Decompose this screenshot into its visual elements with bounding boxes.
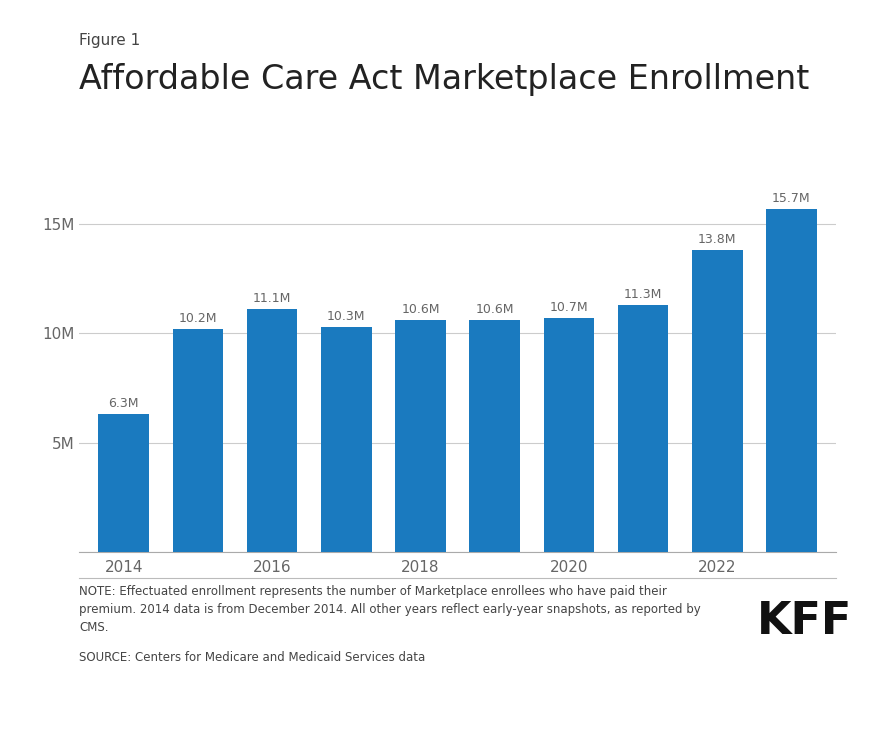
Text: 15.7M: 15.7M	[772, 191, 810, 205]
Bar	[172, 329, 224, 552]
Text: 10.3M: 10.3M	[327, 310, 365, 323]
Text: 10.6M: 10.6M	[475, 303, 514, 316]
Text: 11.3M: 11.3M	[624, 288, 663, 301]
Text: 10.2M: 10.2M	[179, 312, 217, 325]
Bar	[766, 208, 817, 552]
Text: Figure 1: Figure 1	[79, 33, 141, 48]
Bar	[395, 320, 446, 552]
Text: 6.3M: 6.3M	[108, 397, 139, 410]
Text: 10.6M: 10.6M	[401, 303, 440, 316]
Text: NOTE: Effectuated enrollment represents the number of Marketplace enrollees who : NOTE: Effectuated enrollment represents …	[79, 585, 701, 634]
Bar	[544, 318, 594, 552]
Text: 10.7M: 10.7M	[550, 301, 588, 314]
Text: KFF: KFF	[757, 601, 852, 643]
Bar	[692, 250, 743, 552]
Bar	[247, 309, 297, 552]
Text: SOURCE: Centers for Medicare and Medicaid Services data: SOURCE: Centers for Medicare and Medicai…	[79, 651, 425, 665]
Text: 11.1M: 11.1M	[253, 292, 291, 305]
Bar	[321, 327, 371, 552]
Bar	[469, 320, 520, 552]
Text: Affordable Care Act Marketplace Enrollment: Affordable Care Act Marketplace Enrollme…	[79, 63, 810, 96]
Bar	[618, 305, 668, 552]
Text: 13.8M: 13.8M	[698, 233, 737, 247]
Bar	[99, 414, 149, 552]
